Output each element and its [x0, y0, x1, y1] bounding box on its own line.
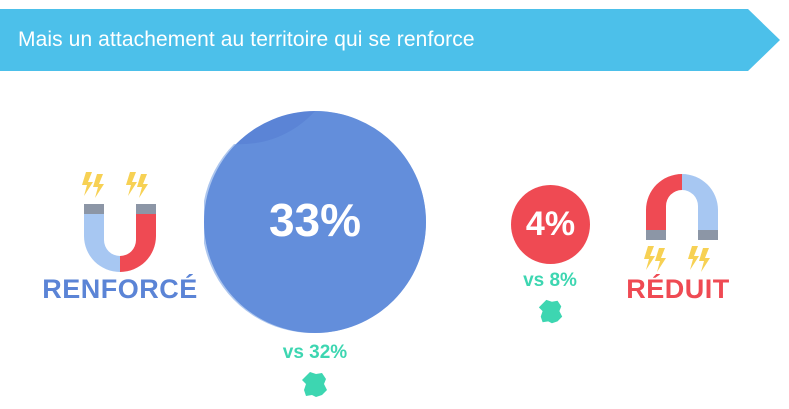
- banner-arrow-shape: [0, 9, 780, 71]
- france-map-icon: [302, 372, 327, 397]
- reduit-value: 4%: [525, 205, 576, 243]
- renforce-value: 33%: [268, 194, 362, 246]
- renforce-circle: [204, 111, 426, 333]
- reduit-circle: [511, 185, 590, 264]
- magnet-down-icon: [644, 174, 718, 272]
- reduit-label: RÉDUIT: [626, 274, 730, 304]
- magnet-up-icon: [82, 172, 156, 272]
- renforce-comparison: vs 32%: [282, 342, 348, 363]
- page-title: Mais un attachement au territoire qui se…: [18, 28, 475, 51]
- france-map-icon: [538, 299, 563, 324]
- reduit-comparison: vs 8%: [523, 270, 577, 291]
- renforce-label: RENFORCÉ: [42, 274, 198, 304]
- lightning-icon: [644, 246, 710, 272]
- lightning-icon: [82, 172, 148, 198]
- header-banner: Mais un attachement au territoire qui se…: [0, 9, 780, 71]
